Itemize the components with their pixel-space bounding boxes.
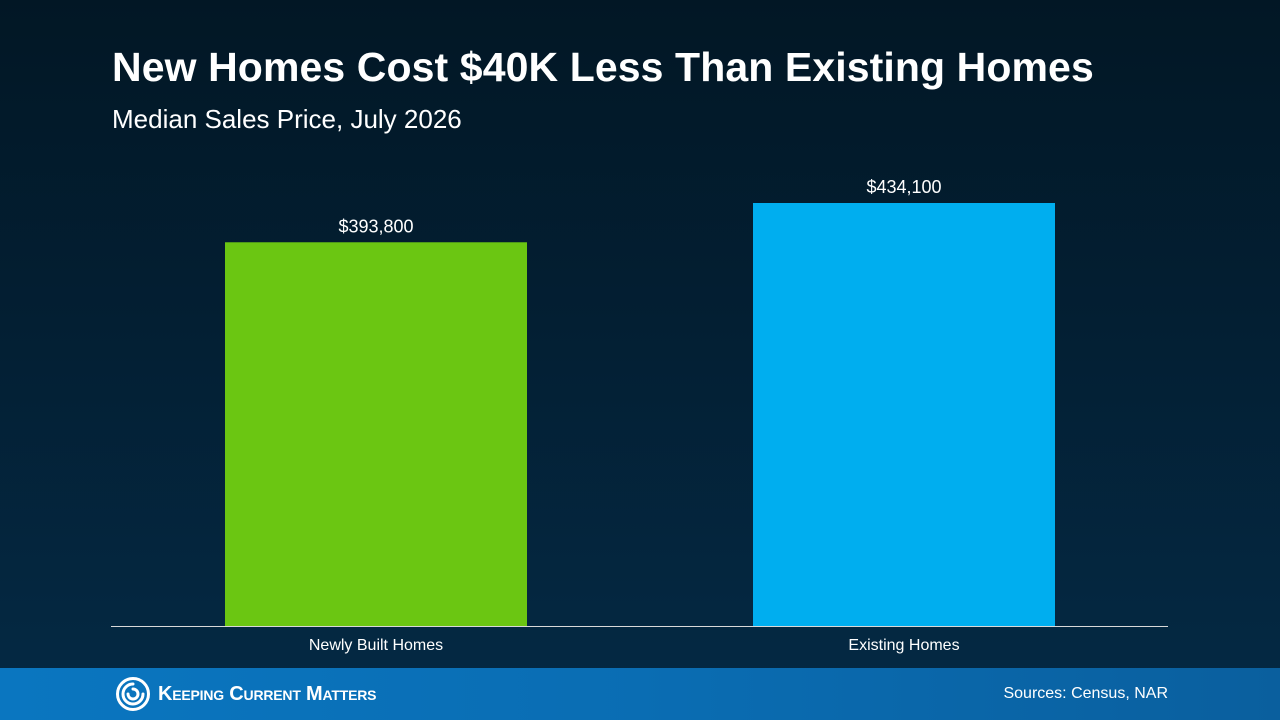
brand-name: Keeping Current Matters [158,682,377,705]
sources-text: Sources: Census, NAR [1003,685,1168,702]
swirl-logo-icon [116,677,150,711]
bar-2 [753,203,1055,626]
brand-logo: Keeping Current Matters [116,677,376,711]
bar-chart: $393,800 Newly Built Homes $434,100 Existin… [111,177,1168,654]
footer-bar: Keeping Current Matters Sources: Census,… [0,668,1280,720]
bar-1 [225,242,527,626]
chart-title: New Homes Cost $40K Less Than Existing H… [112,44,1094,90]
data-label-2: $434,100 [866,177,941,197]
category-label-1: Newly Built Homes [309,637,443,654]
chart-subtitle: Median Sales Price, July 2026 [112,104,462,134]
category-label-2: Existing Homes [848,637,959,654]
data-label-1: $393,800 [338,216,413,236]
